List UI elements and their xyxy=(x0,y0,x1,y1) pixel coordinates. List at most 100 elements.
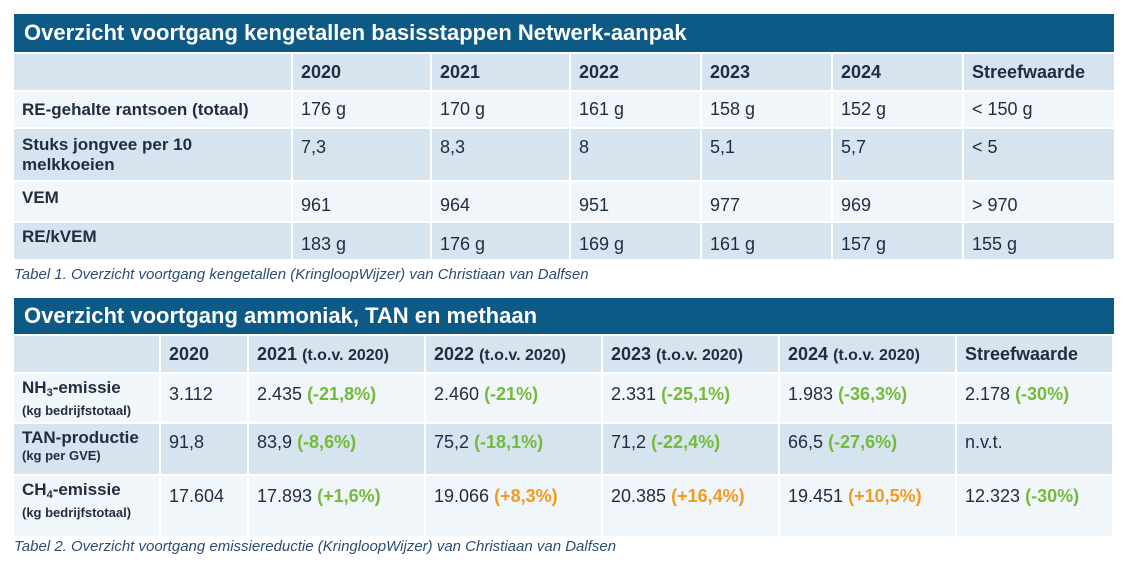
table1-header-2022: 2022 xyxy=(571,54,700,90)
table-cell: 75,2 (-18,1%) xyxy=(426,424,601,474)
table1: Overzicht voortgang kengetallen basissta… xyxy=(14,14,1114,261)
table-row: TAN-productie (kg per GVE) 91,8 83,9 (-8,6%… xyxy=(14,424,1112,474)
table-cell: 7,3 xyxy=(293,129,430,180)
cell-percentage: (+1,6%) xyxy=(317,486,381,506)
table1-grid: 2020 2021 2022 2023 2024 Streefwaarde RE… xyxy=(12,52,1116,261)
table1-header-row: 2020 2021 2022 2023 2024 Streefwaarde xyxy=(14,54,1114,90)
table-cell: 169 g xyxy=(571,223,700,259)
table1-header-blank xyxy=(14,54,291,90)
table-cell: 1.983 (-36,3%) xyxy=(780,374,955,422)
cell-value: 12.323 xyxy=(965,486,1021,506)
row-label-main: NH3-emissie xyxy=(22,378,121,399)
table1-header-2020: 2020 xyxy=(293,54,430,90)
header-note: (t.o.v. 2020) xyxy=(833,346,920,364)
cell-value: 66,5 xyxy=(788,432,824,452)
row-label-main: CH4-emissie xyxy=(22,480,121,501)
cell-percentage: (-22,4%) xyxy=(651,432,721,452)
header-year: 2022 xyxy=(434,343,475,364)
cell-percentage: (-8,6%) xyxy=(297,432,357,452)
label-post: -emissie xyxy=(52,378,121,397)
table-cell: 19.451 (+10,5%) xyxy=(780,476,955,536)
header-year: 2023 xyxy=(611,343,652,364)
table1-caption: Tabel 1. Overzicht voortgang kengetallen… xyxy=(14,266,589,283)
row-unit: (kg bedrijfstotaal) xyxy=(22,403,132,418)
table-cell: 977 xyxy=(702,182,831,221)
row-unit: (kg bedrijfstotaal) xyxy=(22,505,132,520)
cell-value: 20.385 xyxy=(611,486,667,506)
table-cell: 66,5 (-27,6%) xyxy=(780,424,955,474)
row-label: TAN-productie (kg per GVE) xyxy=(14,424,159,474)
label-subscript: 3 xyxy=(46,387,53,399)
header-year: 2020 xyxy=(169,343,210,364)
table2-header-row: 2020 2021 (t.o.v. 2020) 2022 (t.o.v. 202… xyxy=(14,336,1112,372)
table2-header-2024: 2024 (t.o.v. 2020) xyxy=(780,336,955,372)
table-cell: n.v.t. xyxy=(957,424,1112,474)
cell-percentage: (-21%) xyxy=(484,384,539,404)
cell-value: 19.451 xyxy=(788,486,844,506)
table2-header-2020: 2020 xyxy=(161,336,247,372)
header-year: 2024 xyxy=(788,343,829,364)
table-row: NH3-emissie (kg bedrijfstotaal) 3.112 2.435… xyxy=(14,374,1112,422)
table2: Overzicht voortgang ammoniak, TAN en met… xyxy=(14,298,1114,538)
table-cell: 8,3 xyxy=(432,129,569,180)
label-pre: CH xyxy=(22,480,47,499)
table-cell: 2.435 (-21,8%) xyxy=(249,374,424,422)
table2-caption: Tabel 2. Overzicht voortgang emissieredu… xyxy=(14,538,617,555)
row-label: VEM xyxy=(14,182,291,221)
header-note: (t.o.v. 2020) xyxy=(479,346,566,364)
label-subscript: 4 xyxy=(46,489,53,501)
table-cell: 951 xyxy=(571,182,700,221)
cell-value: 1.983 xyxy=(788,384,834,404)
table-cell: 969 xyxy=(833,182,962,221)
table-cell: < 150 g xyxy=(964,92,1114,127)
row-label: NH3-emissie (kg bedrijfstotaal) xyxy=(14,374,159,422)
header-year: Streefwaarde xyxy=(965,343,1079,364)
table1-header-2023: 2023 xyxy=(702,54,831,90)
row-label-main: TAN-productie xyxy=(22,428,139,447)
table-cell: 964 xyxy=(432,182,569,221)
label-pre: NH xyxy=(22,378,47,397)
table-row: CH4-emissie (kg bedrijfstotaal) 17.604 17.8… xyxy=(14,476,1112,536)
cell-value: 2.331 xyxy=(611,384,657,404)
table-cell: 17.604 xyxy=(161,476,247,536)
table-cell: 12.323 (-30%) xyxy=(957,476,1112,536)
header-year: 2021 xyxy=(257,343,298,364)
cell-value: 91,8 xyxy=(169,432,205,452)
label-post: -emissie xyxy=(52,480,121,499)
table1-header-2021: 2021 xyxy=(432,54,569,90)
cell-percentage: (-27,6%) xyxy=(828,432,898,452)
row-unit: (kg per GVE) xyxy=(22,448,101,463)
table2-grid: 2020 2021 (t.o.v. 2020) 2022 (t.o.v. 202… xyxy=(12,334,1114,538)
table-cell: 152 g xyxy=(833,92,962,127)
table1-title: Overzicht voortgang kengetallen basissta… xyxy=(14,14,1114,52)
table-cell: 91,8 xyxy=(161,424,247,474)
cell-value: n.v.t. xyxy=(965,432,1003,452)
cell-value: 75,2 xyxy=(434,432,470,452)
table-cell: 83,9 (-8,6%) xyxy=(249,424,424,474)
label-pre: TAN-productie xyxy=(22,428,139,447)
table-cell: 19.066 (+8,3%) xyxy=(426,476,601,536)
table1-header-2024: 2024 xyxy=(833,54,962,90)
cell-percentage: (-21,8%) xyxy=(307,384,377,404)
cell-value: 2.460 xyxy=(434,384,480,404)
cell-percentage: (-36,3%) xyxy=(838,384,908,404)
table-cell: 176 g xyxy=(432,223,569,259)
table1-header-streefwaarde: Streefwaarde xyxy=(964,54,1114,90)
cell-value: 17.604 xyxy=(169,486,225,506)
cell-percentage: (-25,1%) xyxy=(661,384,731,404)
cell-value: 71,2 xyxy=(611,432,647,452)
cell-percentage: (+16,4%) xyxy=(671,486,745,506)
cell-percentage: (-30%) xyxy=(1025,486,1080,506)
table2-header-2021: 2021 (t.o.v. 2020) xyxy=(249,336,424,372)
table2-body: NH3-emissie (kg bedrijfstotaal) 3.112 2.435… xyxy=(14,374,1112,536)
table-row: VEM 961 964 951 977 969 > 970 xyxy=(14,182,1114,221)
cell-percentage: (+8,3%) xyxy=(494,486,558,506)
cell-percentage: (-30%) xyxy=(1015,384,1070,404)
row-label: RE/kVEM xyxy=(14,223,291,259)
row-label: Stuks jongvee per 10 melkkoeien xyxy=(14,129,291,180)
row-label: CH4-emissie (kg bedrijfstotaal) xyxy=(14,476,159,536)
cell-value: 17.893 xyxy=(257,486,313,506)
row-label: RE-gehalte rantsoen (totaal) xyxy=(14,92,291,127)
table-cell: 158 g xyxy=(702,92,831,127)
table-cell: 961 xyxy=(293,182,430,221)
